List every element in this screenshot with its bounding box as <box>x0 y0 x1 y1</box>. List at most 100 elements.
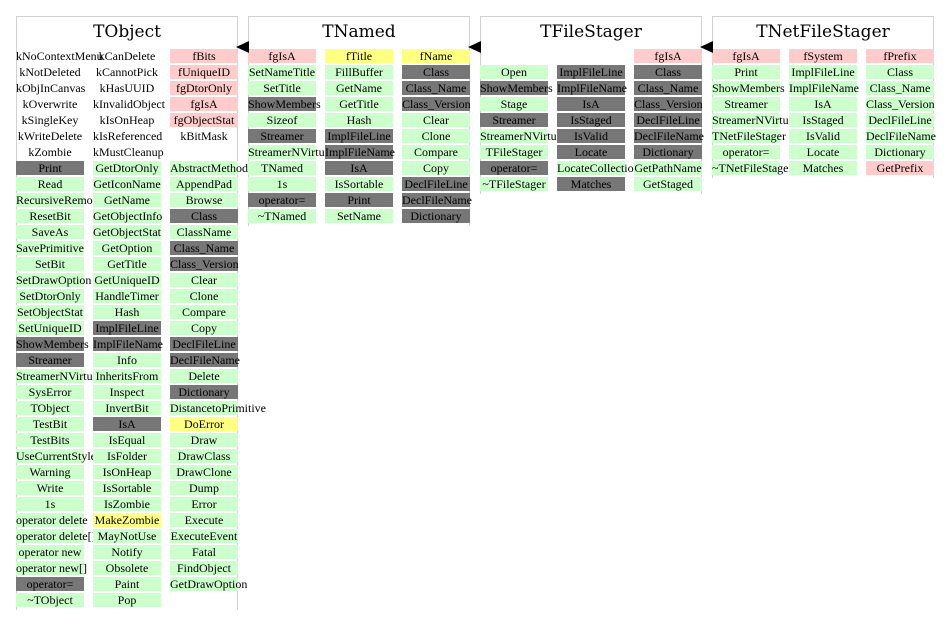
member-entry[interactable]: GetTitle <box>325 97 393 111</box>
member-entry[interactable]: operator= <box>480 161 548 175</box>
member-entry[interactable]: operator= <box>16 577 84 591</box>
member-entry[interactable]: kObjInCanvas <box>16 81 85 95</box>
member-entry[interactable]: kCannotPick <box>93 65 161 79</box>
member-entry[interactable]: Hash <box>325 113 393 127</box>
member-entry[interactable]: Class_Name <box>866 81 934 95</box>
member-entry[interactable]: SaveAs <box>16 225 84 239</box>
member-entry[interactable]: kZombie <box>16 145 84 159</box>
member-entry[interactable]: fTitle <box>325 49 393 63</box>
member-entry[interactable]: kWriteDelete <box>16 129 84 143</box>
member-entry[interactable]: ShowMembers <box>248 97 321 111</box>
member-entry[interactable]: Copy <box>170 321 238 335</box>
member-entry[interactable]: fgIsA <box>248 49 316 63</box>
member-entry[interactable]: Class_Name <box>402 81 470 95</box>
member-entry[interactable]: Locate <box>557 145 625 159</box>
member-entry[interactable]: DeclFileLine <box>170 337 238 351</box>
member-entry[interactable]: TNamed <box>248 161 316 175</box>
member-entry[interactable]: ~TFileStager <box>480 177 548 191</box>
member-entry[interactable]: ImplFileName <box>789 81 859 95</box>
member-entry[interactable]: IsStaged <box>789 113 857 127</box>
member-entry[interactable]: RecursiveRemove <box>16 193 104 207</box>
member-entry[interactable]: Print <box>16 161 84 175</box>
member-entry[interactable]: ImplFileLine <box>789 65 857 79</box>
member-entry[interactable]: GetStaged <box>634 177 702 191</box>
member-entry[interactable]: TestBit <box>16 417 84 431</box>
member-entry[interactable]: 1s <box>248 177 316 191</box>
member-entry[interactable]: Stage <box>480 97 548 111</box>
member-entry[interactable]: Obsolete <box>93 561 161 575</box>
member-entry[interactable]: SetUniqueID <box>16 321 84 335</box>
member-entry[interactable]: FindObject <box>170 561 238 575</box>
member-entry[interactable]: IsOnHeap <box>93 465 161 479</box>
member-entry[interactable]: Fatal <box>170 545 238 559</box>
member-entry[interactable]: ImplFileLine <box>93 321 161 335</box>
member-entry[interactable]: Class_Name <box>170 241 238 255</box>
member-entry[interactable]: Class <box>634 65 702 79</box>
member-entry[interactable]: Error <box>170 497 238 511</box>
member-entry[interactable]: Clone <box>170 289 238 303</box>
member-entry[interactable]: kNotDeleted <box>16 65 84 79</box>
member-entry[interactable]: IsFolder <box>93 449 161 463</box>
member-entry[interactable]: TFileStager <box>480 145 548 159</box>
member-entry[interactable]: DoError <box>170 417 238 431</box>
member-entry[interactable]: Compare <box>402 145 470 159</box>
member-entry[interactable]: fgObjectStat <box>170 113 238 127</box>
member-entry[interactable]: StreamerNVirtual <box>480 129 565 143</box>
member-entry[interactable]: GetOption <box>93 241 161 255</box>
member-entry[interactable]: fBits <box>170 49 238 63</box>
member-entry[interactable]: TestBits <box>16 433 84 447</box>
member-entry[interactable]: Print <box>325 193 393 207</box>
member-entry[interactable]: Locate <box>789 145 857 159</box>
member-entry[interactable]: MayNotUse <box>93 529 161 543</box>
member-entry[interactable]: Class_Version <box>634 97 703 111</box>
member-entry[interactable]: kIsReferenced <box>93 129 162 143</box>
member-entry[interactable]: GetPrefix <box>866 161 934 175</box>
member-entry[interactable]: TNetFileStager <box>712 129 786 143</box>
member-entry[interactable]: Matches <box>557 177 625 191</box>
member-entry[interactable]: fgIsA <box>634 49 702 63</box>
member-entry[interactable]: fName <box>402 49 470 63</box>
member-entry[interactable]: ResetBit <box>16 209 84 223</box>
member-entry[interactable]: UseCurrentStyle <box>16 449 96 463</box>
member-entry[interactable]: GetTitle <box>93 257 161 271</box>
member-entry[interactable]: ImplFileName <box>325 145 395 159</box>
member-entry[interactable]: Streamer <box>480 113 548 127</box>
member-entry[interactable]: ~TObject <box>16 593 84 607</box>
member-entry[interactable]: operator delete[] <box>16 529 96 543</box>
member-entry[interactable]: InheritsFrom <box>93 369 161 383</box>
member-entry[interactable]: ImplFileName <box>557 81 627 95</box>
member-entry[interactable]: AbstractMethod <box>170 161 248 175</box>
member-entry[interactable]: HandleTimer <box>93 289 161 303</box>
member-entry[interactable]: Class_Version <box>402 97 471 111</box>
member-entry[interactable]: Write <box>16 481 84 495</box>
member-entry[interactable]: Open <box>480 65 548 79</box>
member-entry[interactable]: IsA <box>557 97 625 111</box>
member-entry[interactable]: IsValid <box>789 129 857 143</box>
member-entry[interactable]: kCanDelete <box>93 49 161 63</box>
member-entry[interactable]: StreamerNVirtual <box>16 369 101 383</box>
member-entry[interactable]: fSystem <box>789 49 857 63</box>
member-entry[interactable]: ShowMembers <box>16 337 89 351</box>
member-entry[interactable]: operator new[] <box>16 561 87 575</box>
member-entry[interactable]: GetDtorOnly <box>93 161 161 175</box>
member-entry[interactable]: Compare <box>170 305 238 319</box>
member-entry[interactable]: Class <box>402 65 470 79</box>
member-entry[interactable]: SetTitle <box>248 81 316 95</box>
member-entry[interactable]: IsA <box>93 417 161 431</box>
member-entry[interactable]: Dump <box>170 481 238 495</box>
member-entry[interactable]: Clear <box>170 273 238 287</box>
member-entry[interactable]: 1s <box>16 497 84 511</box>
member-entry[interactable]: operator delete <box>16 513 88 527</box>
member-entry[interactable]: SetDtorOnly <box>16 289 84 303</box>
member-entry[interactable]: kNoContextMenu <box>16 49 103 63</box>
member-entry[interactable]: GetObjectStat <box>93 225 161 239</box>
member-entry[interactable]: Execute <box>170 513 238 527</box>
member-entry[interactable]: fgIsA <box>712 49 780 63</box>
member-entry[interactable]: Streamer <box>248 129 316 143</box>
member-entry[interactable]: Streamer <box>16 353 84 367</box>
member-entry[interactable]: GetPathName <box>634 161 702 175</box>
member-entry[interactable]: DeclFileLine <box>402 177 470 191</box>
member-entry[interactable]: DeclFileName <box>402 193 472 207</box>
member-entry[interactable]: ShowMembers <box>712 81 785 95</box>
member-entry[interactable]: IsA <box>325 161 393 175</box>
